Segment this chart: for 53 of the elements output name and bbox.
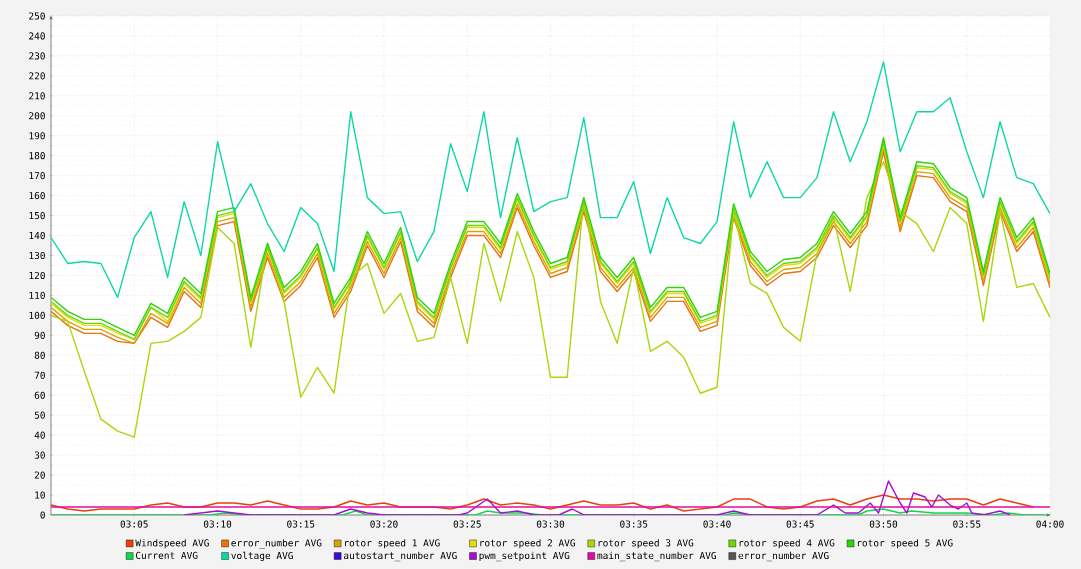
legend-label: rotor speed 1 AVG bbox=[345, 539, 440, 549]
x-tick-label: 03:40 bbox=[703, 520, 731, 528]
legend-label: Current AVG bbox=[135, 551, 198, 559]
legend-label: rotor speed 2 AVG bbox=[480, 539, 575, 549]
x-tick-label: 03:55 bbox=[953, 520, 981, 528]
y-tick-label: 220 bbox=[29, 72, 45, 80]
y-tick-label: 20 bbox=[34, 471, 45, 479]
y-tick-label: 110 bbox=[29, 291, 45, 300]
legend-label: Windspeed AVG bbox=[135, 539, 209, 549]
y-tick-label: 130 bbox=[29, 251, 45, 260]
y-tick-label: 170 bbox=[29, 172, 45, 180]
y-tick-label: 10 bbox=[35, 491, 45, 499]
line-series bbox=[51, 61, 1051, 299]
y-tick-label: 190 bbox=[29, 132, 45, 140]
y-tick-label: 50 bbox=[34, 411, 45, 419]
y-tick-label: 140 bbox=[29, 231, 45, 240]
legend-label: error_number AVG bbox=[738, 551, 829, 562]
x-tick-label: 03:35 bbox=[620, 520, 648, 528]
legend-label: voltage AVG bbox=[231, 551, 293, 561]
y-tick-label: 80 bbox=[34, 351, 45, 359]
y-tick-label: 120 bbox=[29, 271, 45, 280]
legend-label: rotor speed 5 AVG bbox=[857, 539, 953, 549]
x-tick-label: 03:20 bbox=[370, 520, 398, 528]
y-tick-label: 240 bbox=[29, 32, 45, 40]
y-tick-label: 230 bbox=[29, 52, 45, 60]
x-tick-label: 03:05 bbox=[120, 520, 148, 528]
x-tick-label: 03:10 bbox=[203, 520, 232, 528]
x-tick-label: 03:15 bbox=[287, 520, 315, 528]
x-tick-label: 04:00 bbox=[1036, 520, 1064, 528]
legend-label: error_number AVG bbox=[231, 539, 322, 549]
y-tick-label: 250 bbox=[29, 12, 45, 20]
y-tick-label: 150 bbox=[29, 212, 45, 220]
legend-label: pwm_setpoint AVG bbox=[479, 551, 570, 562]
line-series bbox=[51, 160, 1051, 438]
y-tick-label: 100 bbox=[29, 311, 45, 319]
y-tick-label: 70 bbox=[34, 371, 45, 379]
legend-label: rotor speed 4 AVG bbox=[739, 539, 835, 549]
y-tick-label: 210 bbox=[29, 92, 45, 100]
y-tick-label: 180 bbox=[29, 152, 45, 160]
y-tick-label: 40 bbox=[34, 431, 45, 439]
y-tick-label: 0 bbox=[40, 511, 45, 519]
y-tick-label: 200 bbox=[29, 112, 45, 120]
legend-label: autostart_number AVG bbox=[343, 551, 457, 562]
legend-label: main_state_number AVG bbox=[597, 551, 717, 562]
y-tick-label: 30 bbox=[34, 451, 45, 459]
y-tick-label: 90 bbox=[34, 331, 45, 339]
y-tick-label: 160 bbox=[29, 192, 45, 200]
x-tick-label: 03:30 bbox=[536, 520, 565, 528]
legend-label: rotor speed 3 AVG bbox=[598, 539, 694, 549]
y-tick-label: 60 bbox=[34, 391, 45, 399]
x-tick-label: 03:25 bbox=[453, 520, 481, 528]
x-tick-label: 03:45 bbox=[786, 520, 814, 528]
x-tick-label: 03:50 bbox=[869, 520, 898, 528]
